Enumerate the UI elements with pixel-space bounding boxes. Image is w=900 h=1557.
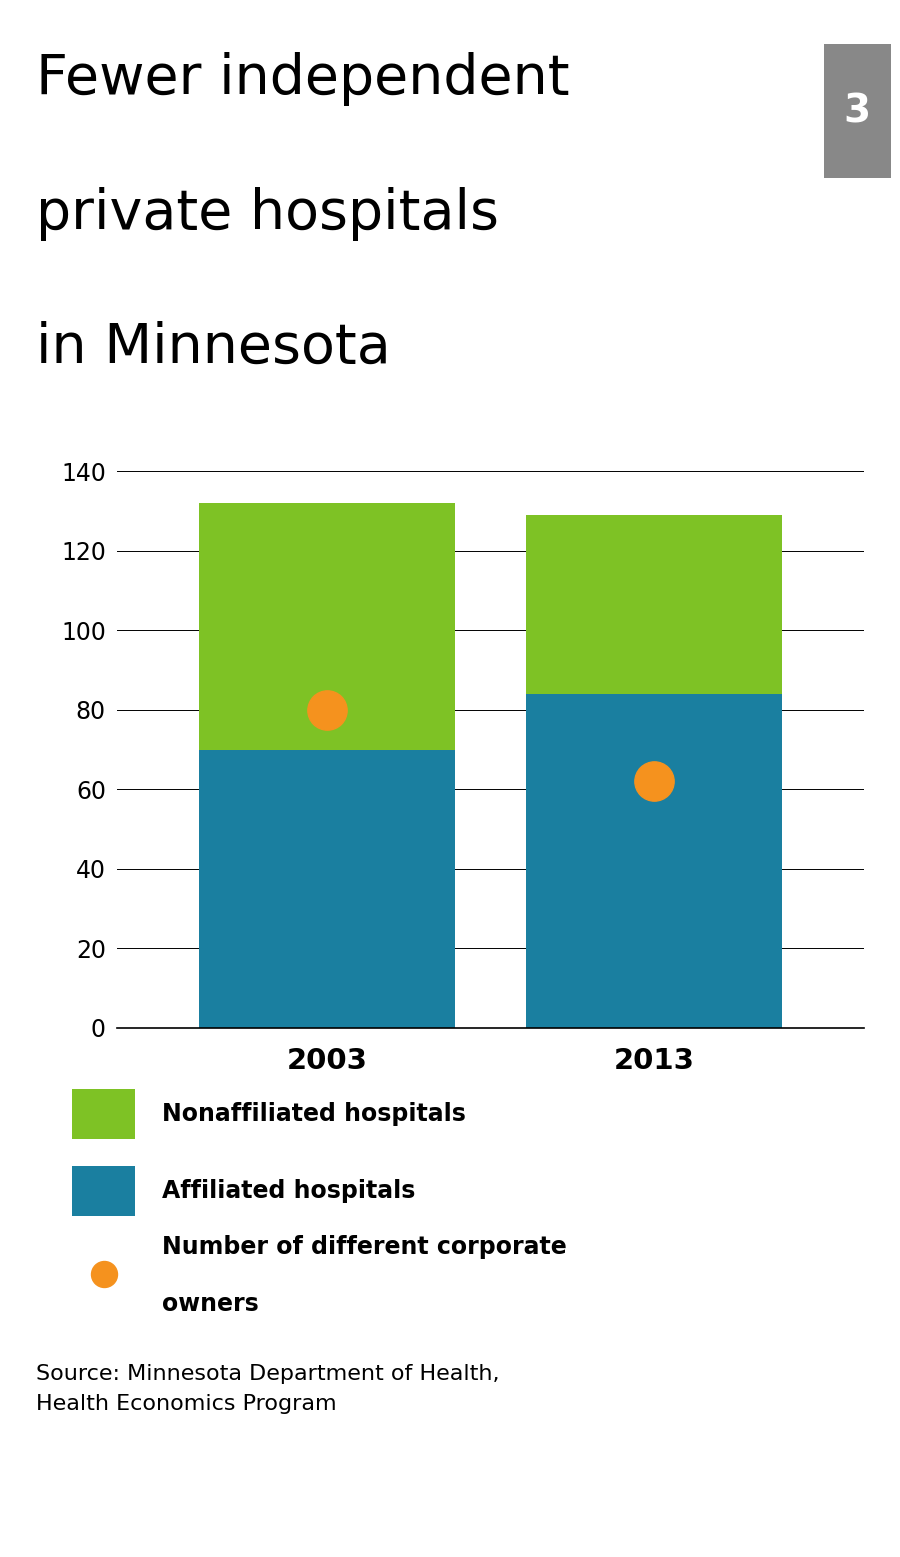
FancyBboxPatch shape [72, 1088, 135, 1140]
FancyBboxPatch shape [824, 44, 891, 179]
Text: Number of different corporate: Number of different corporate [162, 1235, 567, 1260]
Point [320, 698, 334, 722]
FancyBboxPatch shape [72, 1166, 135, 1216]
Point [647, 769, 662, 794]
Point [96, 1261, 111, 1286]
Bar [199, 503, 455, 749]
Text: Fewer independent: Fewer independent [36, 53, 570, 106]
Text: Affiliated hospitals: Affiliated hospitals [162, 1179, 416, 1204]
Text: Nonaffiliated hospitals: Nonaffiliated hospitals [162, 1102, 466, 1126]
Text: Source: Minnesota Department of Health,
Health Economics Program: Source: Minnesota Department of Health, … [36, 1364, 500, 1414]
Text: private hospitals: private hospitals [36, 187, 499, 241]
Bar [526, 515, 782, 694]
Text: in Minnesota: in Minnesota [36, 321, 391, 375]
Bar [199, 749, 455, 1028]
Text: owners: owners [162, 1291, 259, 1316]
Bar [526, 694, 782, 1028]
Text: 3: 3 [843, 92, 871, 131]
